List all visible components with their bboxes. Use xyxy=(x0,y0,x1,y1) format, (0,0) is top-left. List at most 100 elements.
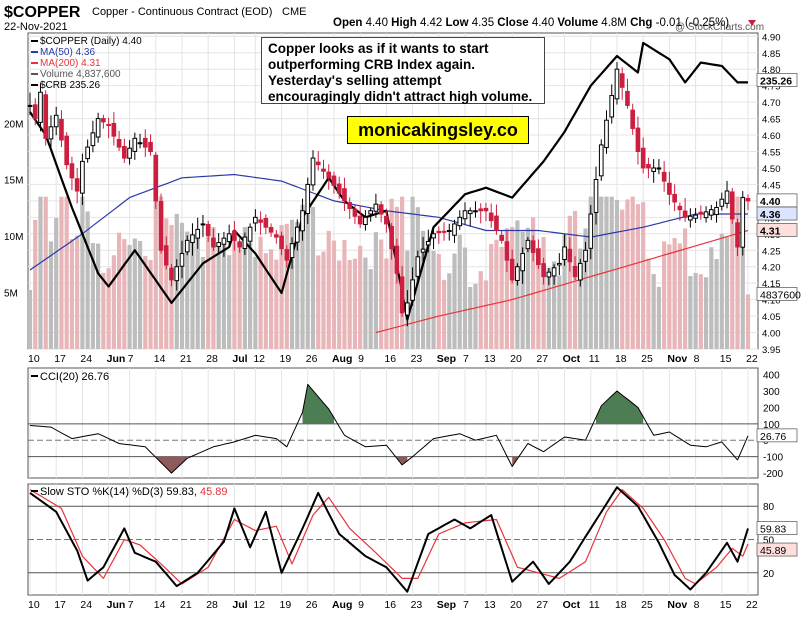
cci-tick-label: -200 xyxy=(763,469,783,480)
candle-body xyxy=(342,188,347,202)
candle-body xyxy=(80,160,85,194)
price-tick-label: 4.75 xyxy=(762,82,781,93)
volume-bar xyxy=(363,257,368,349)
sto-legend: Slow STO %K(14) %D(3) 59.83, 45.89 xyxy=(40,486,228,498)
volume-bar xyxy=(426,242,431,349)
sto-panel xyxy=(28,486,758,593)
x-tick-label: 8 xyxy=(694,353,700,365)
price-tick-label: 4.25 xyxy=(762,246,781,257)
volume-bar xyxy=(389,198,394,349)
candle-body xyxy=(462,210,468,220)
volume-bar xyxy=(620,209,625,349)
candle-body xyxy=(446,230,452,232)
price-tick-label: 4.20 xyxy=(762,263,781,274)
candle-body xyxy=(724,190,730,204)
candle-body xyxy=(64,135,70,166)
volume-bar xyxy=(326,230,331,349)
candle-body xyxy=(619,73,625,88)
candle-body xyxy=(137,142,143,145)
candle-body xyxy=(190,234,195,244)
symbol-title: $COPPER xyxy=(4,4,81,21)
volume-bar xyxy=(630,196,635,349)
sto-tick-label: 50 xyxy=(763,536,775,547)
x-tick-label: Aug xyxy=(332,599,352,611)
x-tick-label: 15 xyxy=(720,353,732,365)
x-tick-label: 13 xyxy=(484,353,496,365)
x-tick-label: 16 xyxy=(384,599,396,611)
volume-value-tag-box xyxy=(756,287,798,301)
candle-body xyxy=(714,206,719,216)
candle-body xyxy=(69,163,75,179)
sto-k-value-tag-box xyxy=(756,521,798,535)
candle-body xyxy=(598,144,604,177)
x-tick-label: Jul xyxy=(232,353,247,365)
price-tick-label: 4.85 xyxy=(762,49,781,60)
x-tick-label: 25 xyxy=(641,353,653,365)
volume-bar xyxy=(237,244,242,349)
x-tick-label: 28 xyxy=(206,353,218,365)
candle-body xyxy=(703,211,709,219)
candle-body xyxy=(53,114,59,128)
x-tick-label: 7 xyxy=(128,599,134,611)
ma50-line xyxy=(29,173,748,271)
volume-bar xyxy=(599,196,604,349)
candle-body xyxy=(258,219,263,223)
candle-body xyxy=(494,215,499,231)
price-value-tag: 4.31 xyxy=(760,226,781,238)
candle-body xyxy=(122,146,127,159)
candle-body xyxy=(556,262,562,266)
annotation-line: encouragingly didn't attract high volume… xyxy=(268,89,533,104)
volume-bar xyxy=(75,235,80,349)
volume-bar xyxy=(54,218,59,349)
candle-body xyxy=(672,193,677,203)
candle-body xyxy=(640,147,646,169)
candle-body xyxy=(546,271,552,278)
volume-bar xyxy=(195,238,200,349)
x-tick-label: Oct xyxy=(563,353,581,365)
candle-body xyxy=(483,207,489,212)
volume-tick-label: 10M xyxy=(4,232,23,243)
volume-bar xyxy=(153,196,158,349)
volume-bar xyxy=(373,232,378,349)
x-tick-label: 12 xyxy=(253,599,265,611)
candle-body xyxy=(116,139,122,148)
volume-bar xyxy=(242,227,247,349)
cci-tick-label: -100 xyxy=(763,453,783,464)
cci-legend: CCI(20) 26.76 xyxy=(40,371,109,383)
volume-bar xyxy=(447,273,452,349)
candle-body xyxy=(604,119,609,149)
candle-body xyxy=(394,245,400,274)
volume-bar xyxy=(504,228,510,349)
volume-bar xyxy=(740,196,745,349)
candle-body xyxy=(577,262,583,281)
cci-tick-label: 400 xyxy=(763,371,780,382)
x-tick-label: 9 xyxy=(358,599,364,611)
candle-body xyxy=(541,263,546,278)
x-tick-label: 25 xyxy=(641,599,653,611)
price-tick-label: 4.45 xyxy=(762,180,781,191)
candle-body xyxy=(651,167,656,172)
exchange-label: CME xyxy=(282,6,306,18)
sto-d-line xyxy=(29,489,749,585)
volume-bar xyxy=(179,222,185,349)
candle-body xyxy=(59,118,64,141)
legend-entry: MA(200) 4.31 xyxy=(40,58,101,69)
candle-body xyxy=(499,234,505,241)
price-tick-label: 4.55 xyxy=(762,148,781,159)
volume-bar xyxy=(33,219,38,349)
candle-body xyxy=(132,137,138,152)
x-tick-label: 13 xyxy=(484,599,496,611)
candle-body xyxy=(321,168,326,172)
candle-body xyxy=(415,256,421,277)
x-tick-label: 18 xyxy=(615,599,627,611)
candle-body xyxy=(509,258,515,281)
volume-value-tag: 4837600 xyxy=(760,289,801,301)
volume-bar xyxy=(295,221,300,349)
volume-bar xyxy=(316,255,321,349)
candle-body xyxy=(289,243,295,259)
x-tick-label: 22 xyxy=(746,599,758,611)
candle-body xyxy=(142,137,148,148)
candle-body xyxy=(242,236,248,249)
volume-bar xyxy=(578,248,583,349)
volume-bar xyxy=(185,231,190,349)
